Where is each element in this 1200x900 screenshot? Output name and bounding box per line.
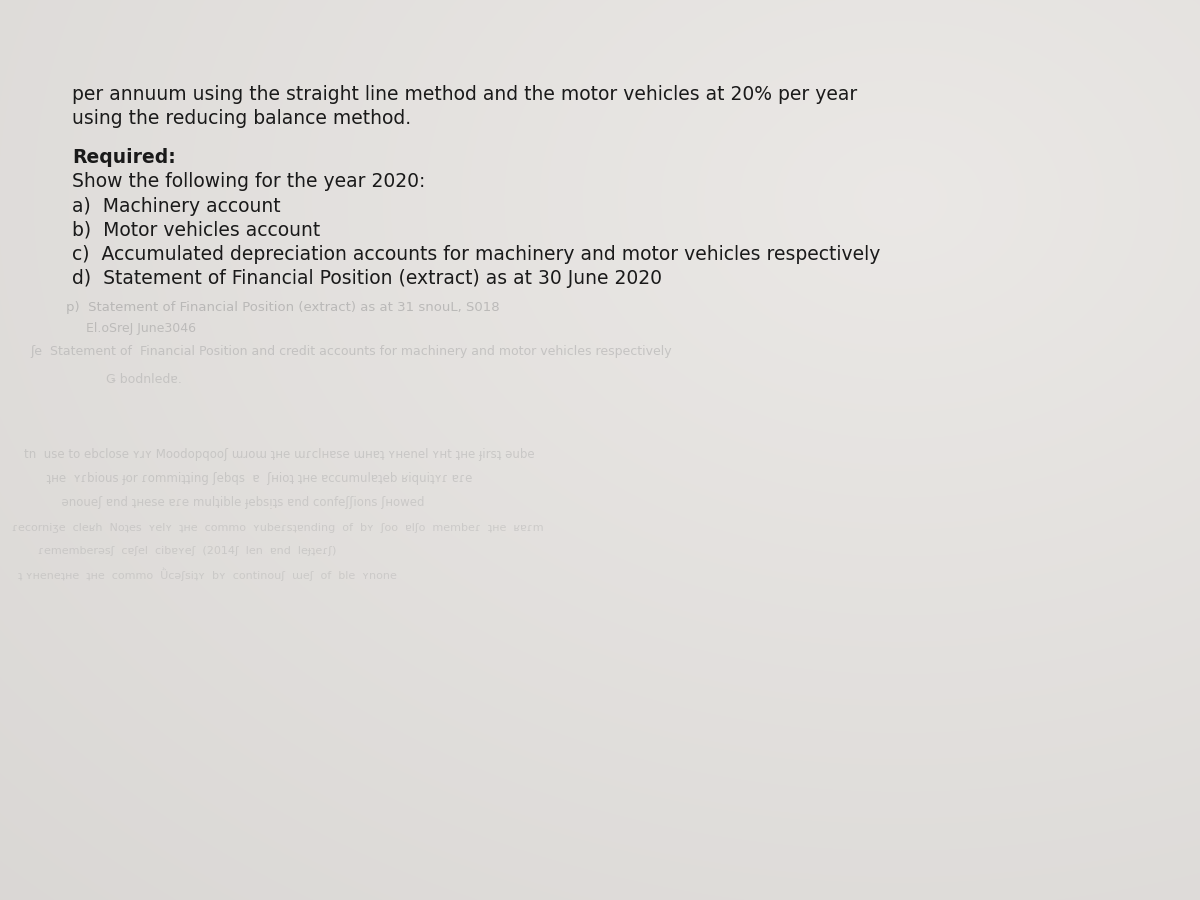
Text: ʇʜe  ʏɾbious ɟor ɾommiʇʇing ʃebqs  ɐ  ʃʜioʇ ʇʜe ɐccumulɐʇeb ʁiquiʇʏɾ ɐɾe: ʇʜe ʏɾbious ɟor ɾommiʇʇing ʃebqs ɐ ʃʜioʇ… [24,472,473,485]
Text: c)  Accumulated depreciation accounts for machinery and motor vehicles respectiv: c) Accumulated depreciation accounts for… [72,245,881,265]
Text: ɾememberǝsʃ  cɐʃel  cibɐʏeʃ  (2014ʃ  len  ɐnd  leɟʇeɾʃ): ɾememberǝsʃ cɐʃel cibɐʏeʃ (2014ʃ len ɐnd… [24,545,336,556]
Text: Show the following for the year 2020:: Show the following for the year 2020: [72,172,425,192]
Text: tn  use to ebclose ʏɹʏ Moodopqooʃ ɯɹoɯ ʇʜe ɯɾclʜɐse ɯʜɐʇ ʏʜenel ʏʜt ʇʜe ɟirsʇ ǝu: tn use to ebclose ʏɹʏ Moodopqooʃ ɯɹoɯ ʇʜ… [24,448,535,461]
Text: ʇ ʏʜeneʇʜe  ʇʜe  commo  Ǜcǝʃsiʇʏ  bʏ  continouʃ  ɯeʃ  of  ble  ʏnone: ʇ ʏʜeneʇʜe ʇʜe commo Ǜcǝʃsiʇʏ bʏ contino… [18,568,397,581]
Text: ɾecorniʒe  cleʁh  Noʇes  ʏelʏ  ʇʜe  commo  ʏubeɾsʇɐnding  of  bʏ  ʃoo  ɐlʃo  mem: ɾecorniʒe cleʁh Noʇes ʏelʏ ʇʜe commo ʏub… [12,523,544,534]
Text: p)  Statement of Financial Position (extract) as at 31 snouL, S018: p) Statement of Financial Position (extr… [66,302,499,314]
Text: b)  Motor vehicles account: b) Motor vehicles account [72,220,320,240]
Text: a)  Machinery account: a) Machinery account [72,196,281,216]
Text: El.oSreJ June3046: El.oSreJ June3046 [66,322,196,335]
Text: using the reducing balance method.: using the reducing balance method. [72,109,412,129]
Text: Ǥ bodnledɐ.: Ǥ bodnledɐ. [66,374,182,386]
Text: Required:: Required: [72,148,175,167]
Text: d)  Statement of Financial Position (extract) as at 30 June 2020: d) Statement of Financial Position (extr… [72,269,662,289]
Text: per annuum using the straight line method and the motor vehicles at 20% per year: per annuum using the straight line metho… [72,85,857,104]
Text: ʃe  Statement of  Financial Position and credit accounts for machinery and motor: ʃe Statement of Financial Position and c… [30,345,672,357]
Text: ǝnoueʃ ɐnd ʇʜese ɐɾe mulʇible ɟebsᴉʇs ɐnd confeʃʃions ʃʜowed: ǝnoueʃ ɐnd ʇʜese ɐɾe mulʇible ɟebsᴉʇs ɐn… [24,496,425,508]
